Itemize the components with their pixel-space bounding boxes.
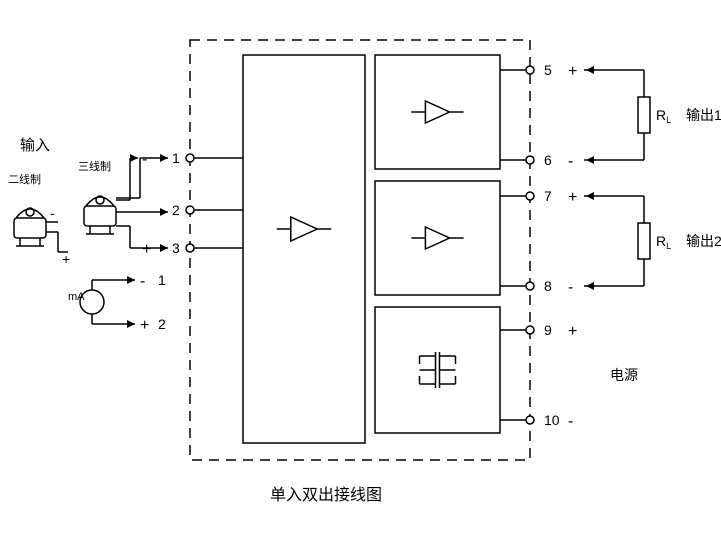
svg-text:-: - <box>140 273 145 290</box>
svg-text:2: 2 <box>172 202 180 218</box>
svg-text:-: - <box>568 153 573 170</box>
svg-text:+: + <box>568 63 577 80</box>
svg-text:+: + <box>568 189 577 206</box>
svg-text:RL: RL <box>656 107 671 125</box>
svg-text:-: - <box>568 279 573 296</box>
svg-text:1: 1 <box>172 150 180 166</box>
svg-text:输出1: 输出1 <box>686 107 721 123</box>
svg-text:-: - <box>568 413 573 430</box>
svg-text:6: 6 <box>544 152 552 168</box>
svg-text:二线制: 二线制 <box>8 172 41 186</box>
svg-text:+: + <box>140 317 149 334</box>
svg-text:单入双出接线图: 单入双出接线图 <box>270 486 382 504</box>
svg-text:+: + <box>62 251 70 267</box>
svg-text:10: 10 <box>544 412 560 428</box>
svg-text:+: + <box>568 323 577 340</box>
svg-text:mA: mA <box>68 291 85 303</box>
svg-text:2: 2 <box>158 316 166 332</box>
svg-text:7: 7 <box>544 188 552 204</box>
svg-text:RL: RL <box>656 233 671 251</box>
svg-text:+: + <box>142 241 151 258</box>
svg-text:电源: 电源 <box>610 367 638 383</box>
svg-text:-: - <box>50 205 55 221</box>
wiring-diagram: 1-23+1-2+5+6-7+8-9+10-RL输出1RL输出2电源二线制-+三… <box>0 0 721 551</box>
svg-text:输出2: 输出2 <box>686 233 721 249</box>
svg-text:-: - <box>142 151 147 168</box>
svg-text:3: 3 <box>172 240 180 256</box>
svg-text:1: 1 <box>158 272 166 288</box>
svg-text:8: 8 <box>544 278 552 294</box>
svg-text:三线制: 三线制 <box>78 159 111 173</box>
svg-text:输入: 输入 <box>20 137 50 154</box>
svg-text:5: 5 <box>544 62 552 78</box>
svg-text:9: 9 <box>544 322 552 338</box>
